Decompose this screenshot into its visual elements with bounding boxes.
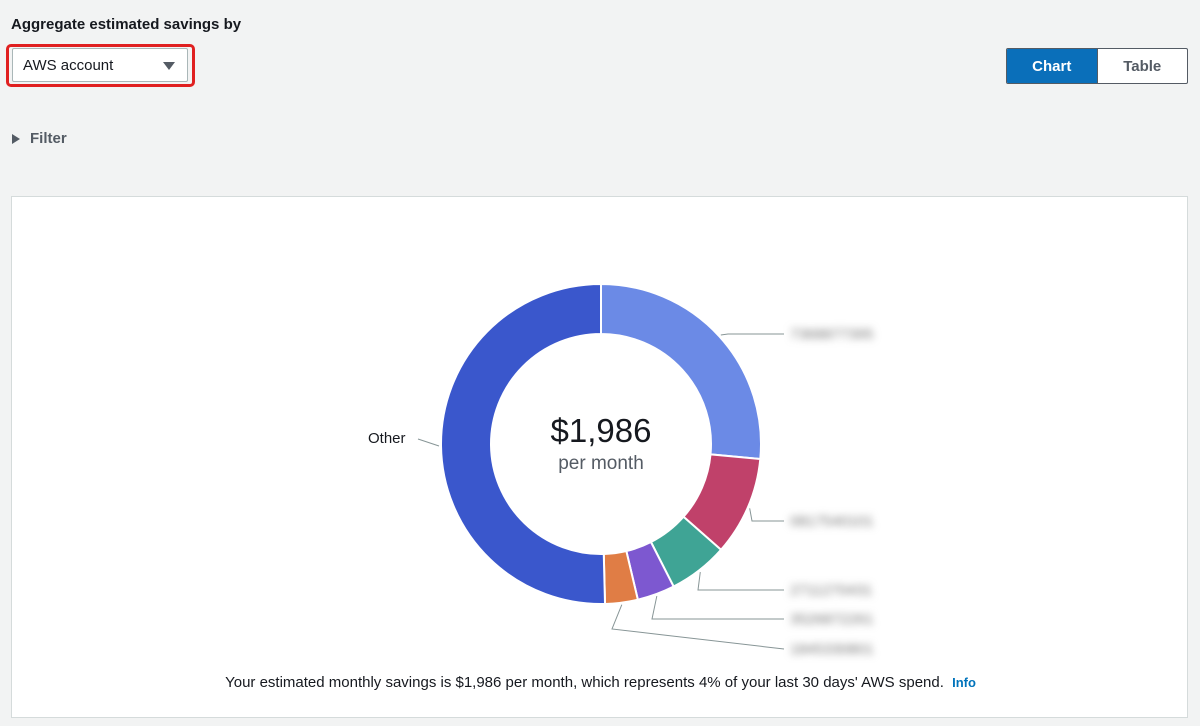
aggregate-by-select-value: AWS account (23, 56, 114, 74)
chart-toggle-button[interactable]: Chart (1007, 49, 1097, 83)
slice-leader-line (417, 438, 440, 447)
savings-chart-panel: 7368877395 0817540101 2711270431 3526872261… (11, 196, 1188, 718)
slice-label: 1845330801 (790, 641, 873, 658)
slice-label: 2711270431 (790, 582, 872, 599)
slice-label-other: Other (368, 430, 406, 447)
caret-right-icon (12, 133, 20, 144)
slice-label: 3526872261 (790, 611, 873, 628)
info-link[interactable]: Info (952, 675, 976, 690)
view-toggle: Chart Table (1006, 48, 1188, 84)
slice-leader-line (749, 508, 784, 522)
slice-leader-line (697, 571, 784, 591)
slice-leader-line (720, 333, 784, 336)
slice-leader-line (651, 595, 784, 620)
donut-slice[interactable] (440, 282, 607, 605)
center-total-caption: per month (558, 453, 644, 474)
select-highlight-box (6, 44, 195, 87)
slice-leader-line (611, 604, 785, 650)
center-total-amount: $1,986 (550, 412, 652, 449)
donut-slice[interactable] (600, 282, 762, 461)
aggregate-label: Aggregate estimated savings by (11, 16, 242, 33)
summary-text: Your estimated monthly savings is $1,986… (225, 674, 944, 691)
savings-summary: Your estimated monthly savings is $1,986… (12, 674, 1189, 691)
donut-chart: 7368877395 0817540101 2711270431 3526872261… (417, 282, 873, 658)
table-toggle-button[interactable]: Table (1096, 49, 1188, 83)
filter-label: Filter (30, 130, 67, 147)
aggregate-by-select[interactable]: AWS account (12, 48, 188, 82)
filter-expander[interactable]: Filter (12, 130, 67, 147)
slice-label: 0817540101 (790, 513, 873, 530)
caret-down-icon (163, 62, 175, 70)
slice-label: 7368877395 (790, 326, 873, 343)
